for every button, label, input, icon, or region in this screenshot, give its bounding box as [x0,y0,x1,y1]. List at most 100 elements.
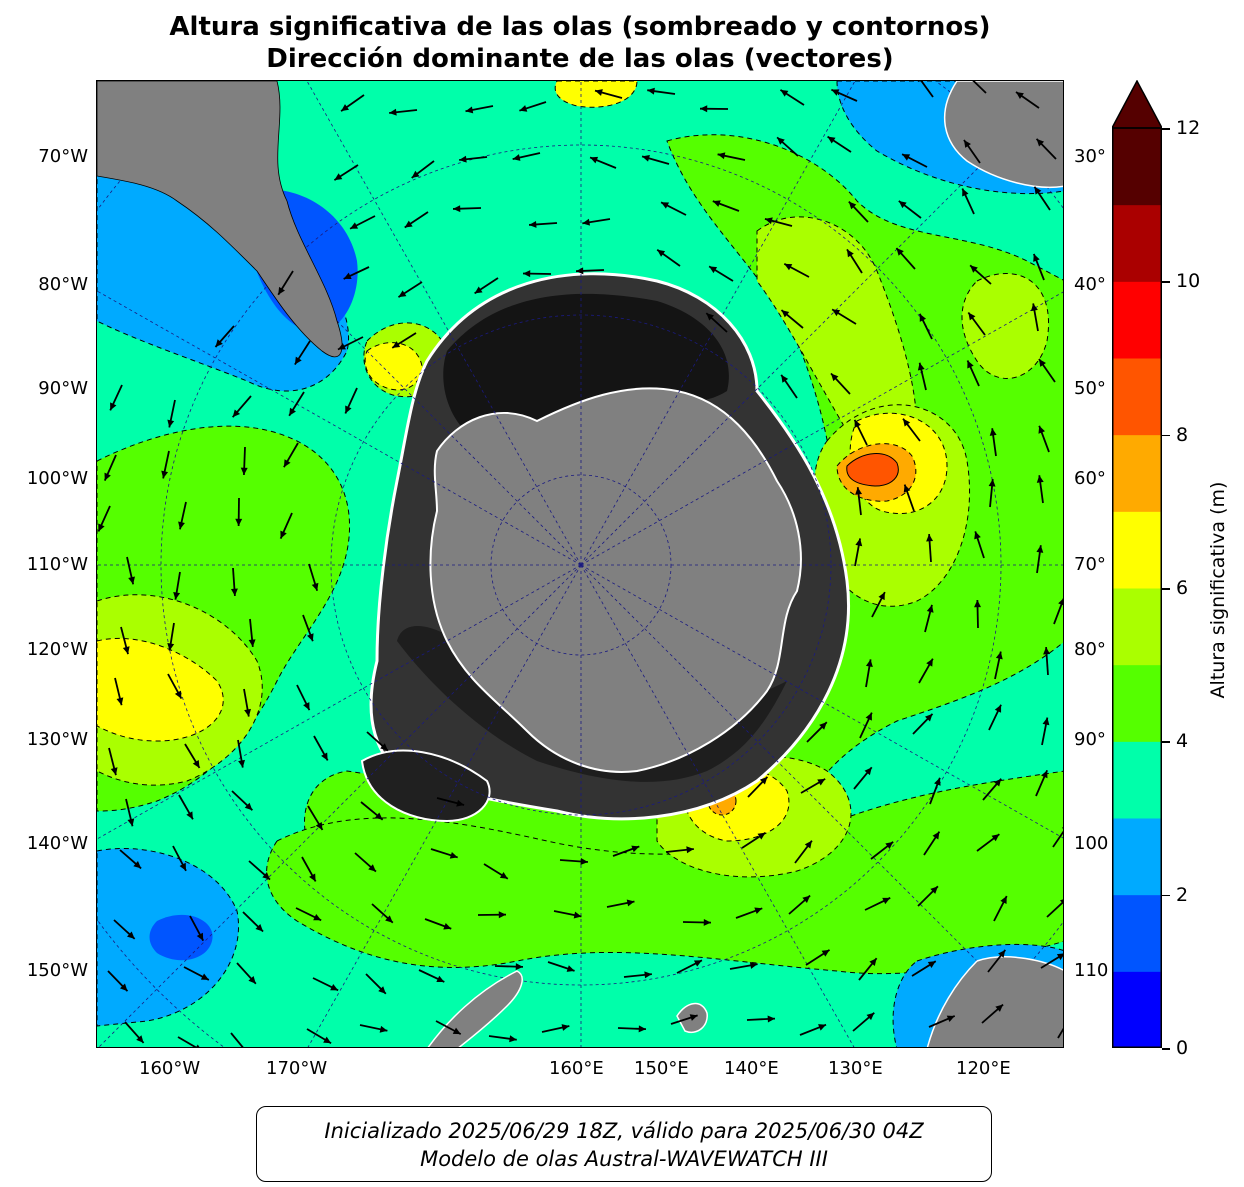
wave-direction-arrowhead [661,202,670,209]
wave-direction-arrowhead [523,270,531,278]
wave-direction-arrowhead [235,518,243,526]
lon-label-bottom-2: 170°W [266,1058,328,1079]
wave-direction-arrowhead [993,778,1002,787]
wave-direction-arrowhead [998,949,1006,958]
wave-direction-arrowhead [519,105,528,112]
wave-direction-arrowhead [200,973,209,980]
wave-direction-arrow [1052,830,1063,848]
wave-band-5-6m-far-east [961,273,1049,379]
wave-direction-arrowhead [119,983,128,992]
wave-direction-arrowhead [970,265,978,273]
lon-label-right-2: 40° [1074,274,1106,295]
wave-direction-arrowhead [262,872,271,880]
colorbar-tick-label: 6 [1176,577,1189,599]
wave-direction-arrowhead [404,220,413,228]
wave-direction-arrowhead [246,1046,247,1047]
wave-direction-arrowhead [248,639,256,647]
wave-direction-arrowhead [847,249,854,258]
wave-direction-arrowhead [644,971,652,979]
wave-direction-arrowhead [1036,545,1044,553]
wave-direction-arrowhead [230,588,238,596]
wave-direction-arrowhead [781,374,789,383]
wave-band-8-9m-storm [846,453,899,487]
wave-direction-arrowhead [802,895,811,903]
wave-direction-arrowhead [566,965,575,972]
wave-direction-arrowhead [926,604,934,613]
wave-band-4-5m-south [266,770,1063,975]
lon-label-left-7: 130°W [26,729,88,750]
lon-label-left-9: 150°W [26,960,88,981]
wave-direction-arrowhead [215,339,223,347]
wave-direction-arrowhead [647,87,655,95]
wave-direction-arrow [1057,1027,1063,1039]
wave-direction-arrowhead [882,897,891,905]
wave-direction-arrowhead [110,767,118,776]
wave-direction-arrowhead [573,911,582,919]
wave-direction-arrowhead [1061,827,1063,829]
wave-direction-arrowhead [240,467,248,475]
wave-direction-arrowhead [1036,475,1044,483]
lon-label-right-4: 60° [1074,468,1106,489]
wave-direction-arrowhead [864,767,872,776]
wave-direction-arrowhead [717,152,726,160]
wave-direction-arrowhead [343,272,352,279]
wave-direction-arrowhead [917,81,920,83]
colorbar-segment [1112,358,1162,436]
wave-band-6-7m-west [97,637,224,742]
wave-direction-arrowhead [232,409,241,418]
wave-direction-arrowhead [898,200,907,209]
map-title-line-1: Altura significativa de las olas (sombre… [169,12,991,42]
wave-direction-arrowhead [946,1015,955,1022]
wave-direction-arrowhead [767,1015,775,1023]
wave-direction-arrowhead [693,960,702,967]
wave-direction-arrowhead [1015,92,1024,100]
model-name: Modelo de olas Austral-WAVEWATCH III [420,1147,828,1171]
wave-direction-arrowhead [456,799,465,807]
lon-label-right-3: 50° [1074,378,1106,399]
wave-direction-arrowhead [991,834,1000,842]
wave-direction-arrowhead [885,841,894,850]
wave-direction-arrowhead [167,642,175,651]
wave-direction-arrowhead [392,341,401,348]
wave-direction-arrowhead [582,218,590,226]
wave-direction-arrowhead [709,266,718,274]
colorbar-segment [1112,894,1162,972]
wave-direction-arrowhead [963,140,971,148]
wave-direction-arrowhead [459,155,467,163]
wave-direction-arrowhead [452,1027,461,1035]
wave-direction-arrowhead [128,576,135,585]
wave-direction-arrowhead [638,1025,646,1033]
wave-direction-arrowhead [854,419,861,428]
wave-direction-arrowhead [830,373,839,382]
wave-direction-arrowhead [561,1024,570,1031]
wave-direction-arrowhead [368,864,376,872]
wave-direction-arrowhead [126,931,135,939]
antarctica-landmass [429,387,802,773]
wave-direction-arrowhead [255,924,264,932]
wave-direction-arrowhead [380,743,388,751]
south-america-landmass [97,81,343,358]
wave-direction-arrowhead [1038,359,1046,367]
wave-direction-arrowhead [580,858,588,865]
colorbar-segment [1112,818,1162,896]
wave-direction-arrowhead [974,531,981,540]
colorbar-extend-arrow [1112,80,1162,129]
wave-direction-arrowhead [757,832,766,840]
wave-direction-arrowhead [1041,770,1048,779]
wave-direction-arrowhead [869,958,877,967]
wave-direction-arrowhead [819,722,827,730]
wave-direction-arrowhead [311,582,319,591]
sea-ice-dark-core-north [443,293,729,450]
wave-band-6-7m-north [554,81,638,108]
wave-direction-arrowhead [967,360,974,369]
wave-direction-vectors [97,81,1063,1047]
colorbar-segment [1112,281,1162,359]
colorbar-segment [1112,741,1162,819]
wave-direction-arrowhead [178,521,185,530]
wave-direction-arrowhead [777,137,785,145]
wave-direction-arrowhead [865,659,873,668]
wave-direction-arrowhead [689,1014,698,1021]
init-valid-time: Inicializado 2025/06/29 18Z, válido para… [324,1119,924,1143]
wave-direction-arrowhead [712,200,721,207]
colorbar-tick-label: 0 [1176,1037,1189,1059]
